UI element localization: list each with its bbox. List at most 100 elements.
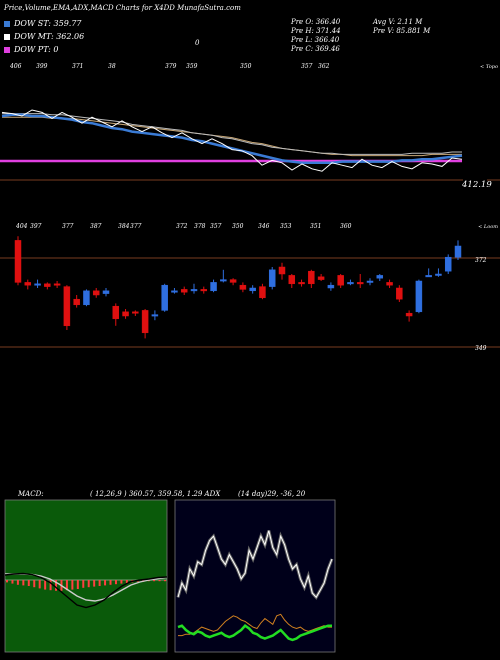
adx-orange-line <box>178 613 332 637</box>
candle-body <box>44 283 51 287</box>
ema-top-label: 359 <box>186 63 198 70</box>
candle-body <box>278 266 286 275</box>
candle-body <box>73 298 80 306</box>
candle-top-label: 377 <box>62 223 74 230</box>
candle-body <box>337 275 344 286</box>
candle-body <box>34 283 41 286</box>
candle-body <box>298 282 305 285</box>
candle-body <box>288 275 296 285</box>
ema-corner-label: < Topo <box>480 64 498 70</box>
small-marker-label: 0 <box>195 39 200 47</box>
candle-body <box>112 305 120 320</box>
candle-top-label: 397 <box>30 223 42 230</box>
ema-top-label: 350 <box>240 63 252 70</box>
candle-body <box>210 282 217 292</box>
ema-top-label: 406 <box>9 63 22 70</box>
ema-top-label: 379 <box>165 63 177 70</box>
candle-body <box>454 245 462 258</box>
candle-top-label: 387 <box>90 223 102 230</box>
legend-dow-pt: DOW PT: 0 <box>4 45 59 54</box>
candle-top-label: 360 <box>340 223 352 230</box>
ema-tan-line <box>2 116 462 157</box>
legend-label: DOW PT: 0 <box>14 45 59 54</box>
macd-panel-bg <box>4 499 168 653</box>
legend-label: DOW ST: 359.77 <box>14 19 82 28</box>
candle-body <box>161 284 168 311</box>
candle-body <box>171 290 178 293</box>
candle-body <box>376 275 384 279</box>
candle-top-label: 346 <box>258 223 270 230</box>
candle-body <box>268 269 276 287</box>
ema-white-line <box>2 113 462 155</box>
candle-body <box>83 290 90 306</box>
ema-price-label: 412.19 <box>461 180 492 190</box>
candle-body <box>200 289 208 292</box>
price-tag-bg <box>463 179 487 188</box>
candle-body <box>92 290 100 296</box>
candle-body <box>259 286 266 299</box>
adx-green-line <box>177 624 332 642</box>
candle-body <box>366 280 374 283</box>
candle-body <box>317 276 325 280</box>
candle-body <box>102 290 110 294</box>
candle-body <box>405 312 413 317</box>
candle-body <box>63 286 71 327</box>
ema-top-label: 362 <box>318 63 330 70</box>
candle-top-label: 378 <box>194 223 206 230</box>
legend-swatch-icon <box>4 20 10 27</box>
ema-top-label: 357 <box>301 63 313 70</box>
adx-values: (14 day)29, -36, 20 <box>238 490 306 498</box>
legend-dow-st: DOW ST: 359.77 <box>4 19 82 28</box>
stat-prev-volume: Pre V: 85.881 M <box>373 27 431 35</box>
stat-high: Pre H: 371.44 <box>291 27 341 35</box>
candle-top-label: 353 <box>280 223 292 230</box>
ema-price-line <box>1 109 463 172</box>
legend-swatch-icon <box>4 33 10 40</box>
candle-body <box>229 279 237 283</box>
macd-line <box>4 572 168 609</box>
candle-body <box>425 275 432 278</box>
macd-label: MACD: <box>18 490 44 498</box>
legend-swatch-icon <box>4 46 10 53</box>
candle-body <box>249 287 256 292</box>
candle-top-label: 351 <box>310 223 321 230</box>
candle-body <box>220 279 227 282</box>
candle-body <box>347 282 354 285</box>
candle-body <box>190 289 198 292</box>
candle-body <box>444 256 452 272</box>
candle-body <box>356 282 364 285</box>
candle-body <box>53 283 61 286</box>
candle-top-label: 372 <box>176 223 188 230</box>
stat-avg-volume: Avg V: 2.11 M <box>373 18 423 26</box>
candle-body <box>141 310 149 334</box>
candle-body <box>122 311 129 317</box>
candle-body <box>180 289 188 293</box>
candle-body <box>415 280 423 313</box>
candle-body <box>14 240 22 283</box>
ema-top-label: 399 <box>36 63 48 70</box>
candle-body <box>308 270 315 285</box>
stat-low: Pre L: 366.40 <box>291 36 340 44</box>
stat-close: Pre C: 369.46 <box>291 45 340 53</box>
candle-top-label: 377 <box>130 223 142 230</box>
legend-dow-mt: DOW MT: 362.06 <box>4 32 84 41</box>
upper-level-label: 372 <box>475 257 487 264</box>
legend-label: DOW MT: 362.06 <box>14 32 85 41</box>
stat-open: Pre O: 366.40 <box>291 18 341 26</box>
candle-body <box>327 284 335 289</box>
candle-body <box>435 273 442 276</box>
macd-values: ( 12,26,9 ) 360.57, 359.58, 1.29 ADX <box>90 490 221 498</box>
candle-corner-label: < Loom <box>478 224 498 230</box>
lower-level-label: 349 <box>475 345 487 352</box>
adx-white-line <box>177 530 333 599</box>
candle-body <box>151 314 159 317</box>
candle-body <box>239 284 247 290</box>
candle-top-label: 384 <box>118 223 130 230</box>
candle-top-label: 357 <box>210 223 222 230</box>
chart-title: Price,Volume,EMA,ADX,MACD Charts for X4D… <box>4 4 241 12</box>
candle-body <box>386 282 393 286</box>
candle-top-label: 404 <box>15 223 28 230</box>
candle-body <box>24 282 32 286</box>
ema-top-label: 371 <box>72 63 83 70</box>
